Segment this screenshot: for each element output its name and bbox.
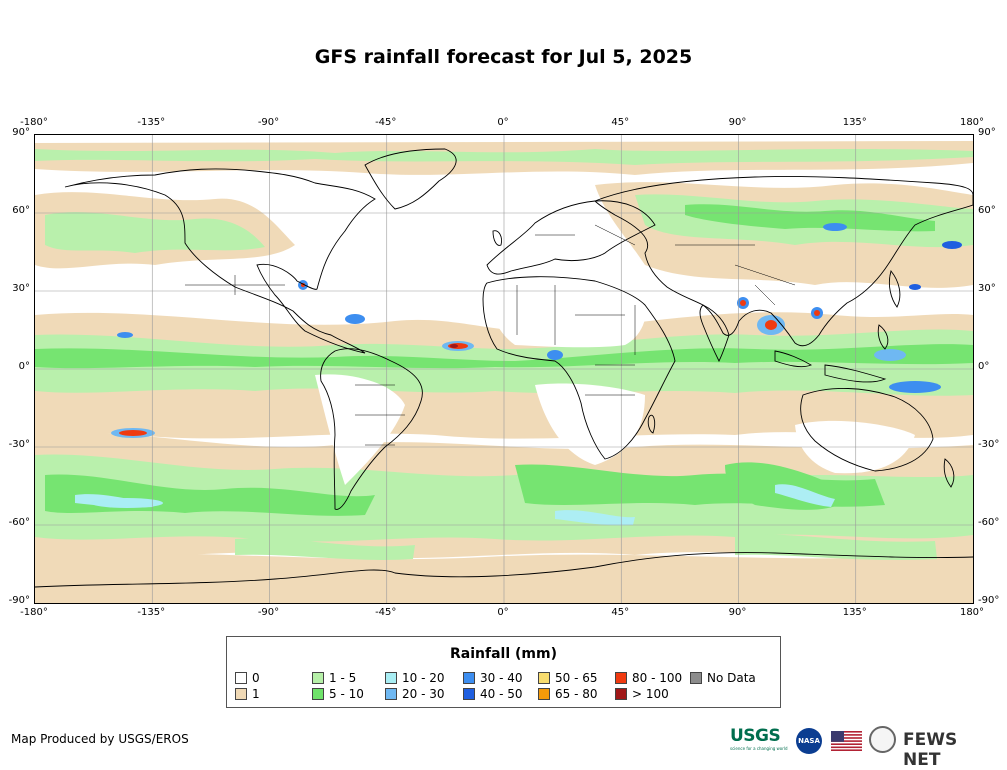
state-dept-seal-icon — [869, 726, 896, 753]
usgs-tagline: science for a changing world — [730, 746, 788, 751]
legend-swatch — [538, 672, 550, 684]
lat-tick-right: 30° — [978, 283, 996, 294]
legend-swatch — [235, 672, 247, 684]
lon-tick-top: -135° — [137, 117, 166, 128]
lon-tick-top: 45° — [611, 117, 630, 128]
legend-swatch — [615, 688, 627, 700]
credit-text: Map Produced by USGS/EROS — [11, 732, 189, 746]
logo-bar: USGS science for a changing world NASA F… — [730, 722, 1000, 770]
legend-label: 65 - 80 — [555, 687, 598, 701]
lat-tick-left: 60° — [12, 205, 30, 216]
legend-label: 30 - 40 — [480, 671, 523, 685]
lon-tick-top: 90° — [728, 117, 747, 128]
legend-swatch — [385, 688, 397, 700]
legend-swatch — [312, 688, 324, 700]
map-title: GFS rainfall forecast for Jul 5, 2025 — [314, 46, 693, 68]
lat-tick-right: 60° — [978, 205, 996, 216]
lon-tick-top: -180° — [20, 117, 48, 128]
lat-tick-left: 30° — [12, 283, 30, 294]
legend-swatch — [312, 672, 324, 684]
coastlines — [35, 148, 973, 588]
legend-swatch — [463, 672, 475, 684]
legend-label: No Data — [707, 671, 756, 685]
legend-label: 20 - 30 — [402, 687, 445, 701]
lon-tick-bottom: 0° — [497, 607, 509, 618]
lat-tick-right: -30° — [978, 439, 1000, 450]
lat-tick-left: 0° — [18, 361, 30, 372]
lat-tick-right: -60° — [978, 517, 1000, 528]
legend-swatch — [385, 672, 397, 684]
lon-tick-bottom: 45° — [611, 607, 630, 618]
lon-tick-bottom: 135° — [842, 607, 867, 618]
usgs-logo: USGS — [730, 726, 781, 746]
legend-swatch — [615, 672, 627, 684]
legend-label: 50 - 65 — [555, 671, 598, 685]
legend-label: 0 — [252, 671, 260, 685]
legend-swatch — [463, 688, 475, 700]
lon-tick-bottom: 180° — [959, 607, 985, 618]
legend-label: 1 — [252, 687, 260, 701]
map-canvas — [35, 135, 973, 603]
lon-tick-bottom: -180° — [20, 607, 48, 618]
lon-tick-top: -45° — [375, 117, 397, 128]
legend-label: > 100 — [632, 687, 669, 701]
fews-net-logo: FEWS NET — [903, 730, 958, 770]
borders — [185, 224, 796, 446]
lon-tick-top: 135° — [842, 117, 867, 128]
lat-tick-right: -90° — [978, 595, 1000, 606]
legend-label: 80 - 100 — [632, 671, 683, 685]
legend-label: 5 - 10 — [329, 687, 364, 701]
lon-tick-top: -90° — [257, 117, 280, 128]
lon-tick-top: 180° — [959, 117, 985, 128]
legend-label: 40 - 50 — [480, 687, 523, 701]
rainfall-legend: Rainfall (mm) 0 1 1 - 5 5 - 10 10 - 20 20 - 3… — [226, 636, 781, 708]
usgs-logo-text: USGS — [730, 726, 781, 746]
lon-tick-bottom: 90° — [728, 607, 747, 618]
legend-swatch — [235, 688, 247, 700]
graticule — [35, 135, 973, 603]
heavy-rain-cells — [91, 223, 962, 508]
lat-tick-right: 0° — [978, 361, 990, 372]
legend-label: 10 - 20 — [402, 671, 445, 685]
legend-swatch — [690, 672, 702, 684]
nasa-logo: NASA — [796, 728, 822, 754]
rainfall-map[interactable] — [34, 134, 974, 604]
legend-title: Rainfall (mm) — [450, 646, 557, 662]
lat-tick-left: -90° — [8, 595, 30, 606]
lon-tick-bottom: -45° — [375, 607, 397, 618]
us-flag-icon — [831, 731, 862, 751]
lon-tick-bottom: -90° — [257, 607, 280, 618]
lon-tick-top: 0° — [497, 117, 509, 128]
lat-tick-left: -30° — [8, 439, 30, 450]
lat-tick-left: 90° — [12, 127, 30, 138]
legend-label: 1 - 5 — [329, 671, 357, 685]
lat-tick-left: -60° — [8, 517, 30, 528]
legend-swatch — [538, 688, 550, 700]
lon-tick-bottom: -135° — [137, 607, 166, 618]
lat-tick-right: 90° — [978, 127, 996, 138]
